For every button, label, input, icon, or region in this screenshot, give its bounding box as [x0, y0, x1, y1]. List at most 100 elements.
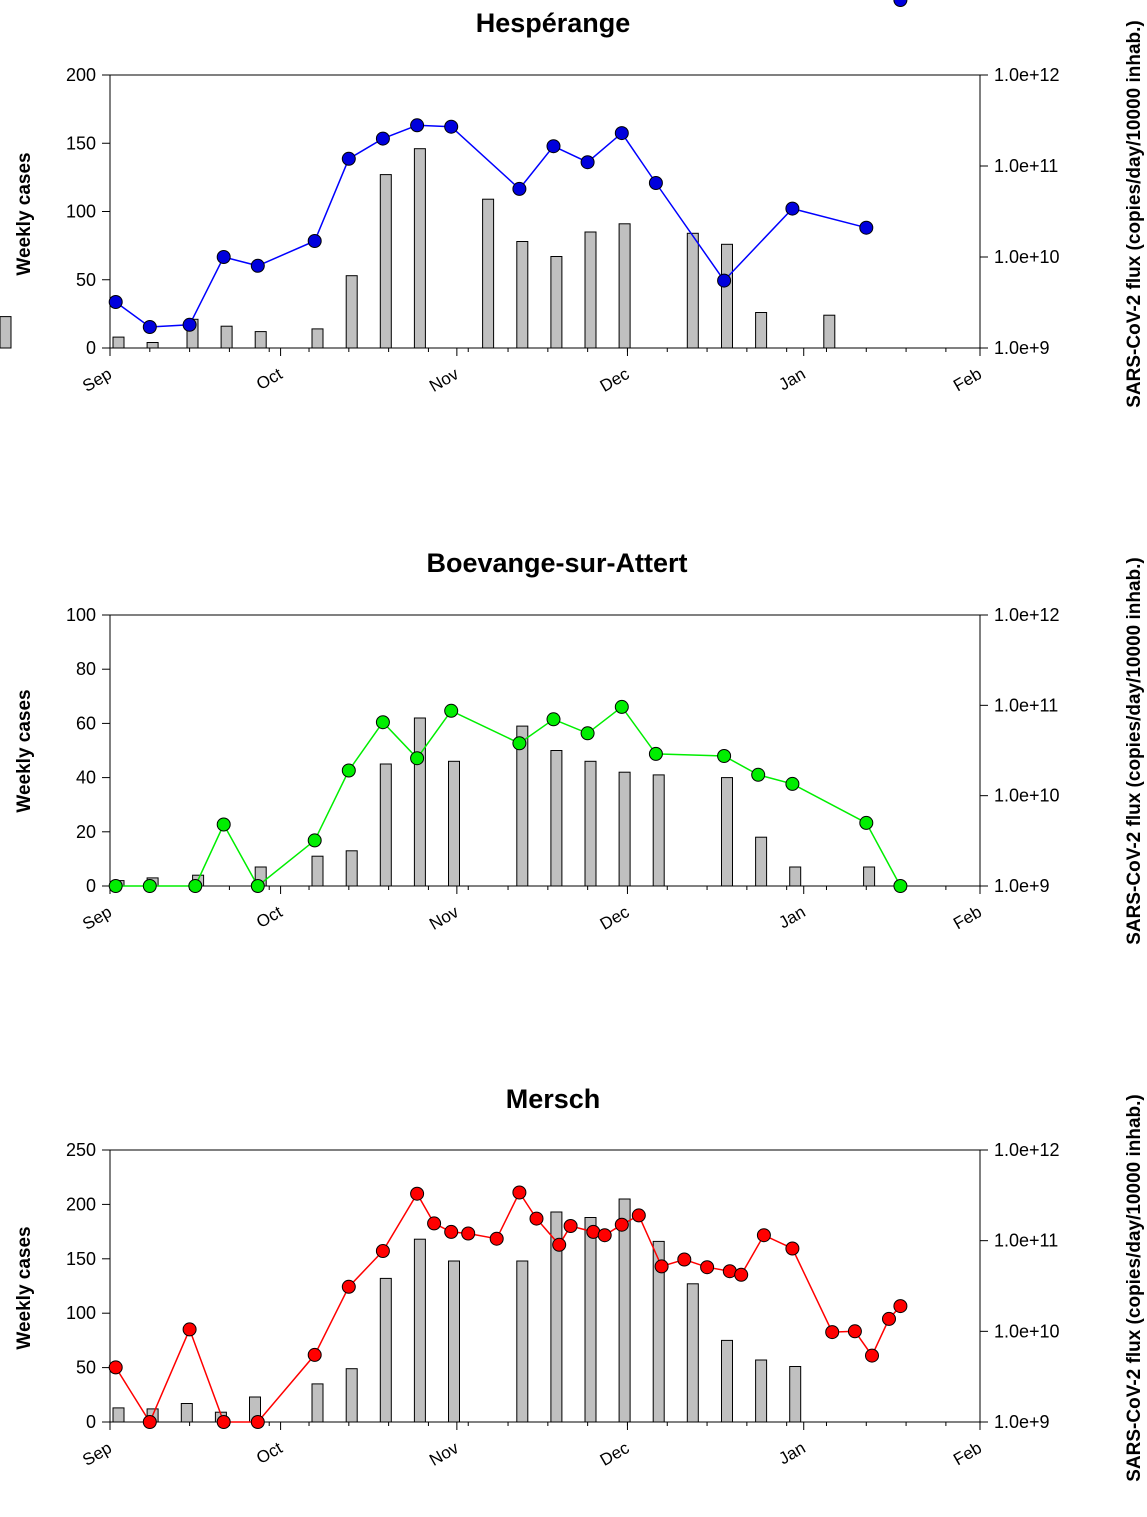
flux-point: [461, 1226, 476, 1241]
flux-point: [734, 1267, 749, 1282]
x-tick-label: Oct: [253, 1438, 286, 1468]
flux-point: [427, 1216, 442, 1231]
flux-point: [341, 763, 356, 778]
flux-point: [341, 1279, 356, 1294]
flux-point: [785, 1241, 800, 1256]
flux-point: [444, 1224, 459, 1239]
flux-point: [893, 0, 908, 7]
flux-point: [250, 879, 265, 893]
weekly-cases-bar: [345, 275, 358, 349]
x-tick-label: Oct: [253, 902, 286, 932]
left-tick-label: 50: [76, 270, 96, 290]
flux-point: [489, 1231, 504, 1246]
flux-point: [410, 751, 425, 766]
flux-series-line: [115, 705, 902, 888]
flux-point: [563, 1219, 578, 1233]
weekly-cases-bar: [345, 1368, 358, 1423]
flux-point: [859, 220, 874, 235]
right-axis-label: SARS-CoV-2 flux (copies/day/10000 inhab.…: [1124, 557, 1145, 945]
right-tick-label: 1.0e+11: [994, 156, 1058, 176]
flux-point: [250, 1415, 265, 1429]
flux-point: [307, 833, 322, 848]
flux-point: [648, 746, 663, 761]
x-tick-label: Sep: [79, 902, 115, 934]
flux-point: [648, 176, 663, 190]
weekly-cases-bar: [379, 763, 392, 887]
left-axis-label: Weekly cases: [14, 689, 35, 812]
weekly-cases-bar: [345, 850, 358, 887]
x-tick-label: Jan: [775, 1438, 808, 1468]
weekly-cases-bar: [180, 1403, 193, 1423]
weekly-cases-bar: [823, 314, 836, 349]
right-tick-label: 1.0e+10: [994, 1321, 1060, 1341]
weekly-cases-bar: [618, 1198, 631, 1423]
x-tick-label: Sep: [79, 1438, 115, 1470]
flux-point: [307, 234, 322, 248]
flux-point: [865, 1348, 879, 1363]
weekly-cases-bar: [516, 241, 529, 349]
chart-title: Boevange-sur-Attert: [426, 548, 687, 578]
flux-point: [631, 1208, 646, 1223]
weekly-cases-bar: [721, 1339, 733, 1423]
weekly-cases-bar: [863, 866, 876, 887]
left-tick-label: 40: [76, 768, 96, 788]
left-tick-label: 200: [66, 1194, 96, 1214]
flux-point: [717, 273, 732, 288]
flux-point: [410, 1186, 425, 1201]
flux-point: [546, 139, 561, 154]
flux-point: [216, 817, 231, 832]
flux-series-line: [110, 1190, 901, 1424]
right-axis-label: SARS-CoV-2 flux (copies/day/10000 inhab.…: [1124, 1094, 1145, 1482]
left-tick-label: 20: [76, 822, 96, 842]
weekly-cases-bar: [311, 328, 324, 349]
left-tick-label: 100: [66, 605, 96, 625]
weekly-cases-bar: [789, 866, 802, 887]
flux-point: [597, 1228, 612, 1243]
weekly-cases-bar: [584, 231, 597, 349]
flux-point: [341, 151, 356, 166]
flux-point: [512, 181, 527, 196]
weekly-cases-bar: [618, 771, 631, 887]
flux-point: [216, 1415, 231, 1429]
left-tick-label: 0: [86, 1412, 96, 1432]
flux-point: [893, 1299, 908, 1314]
weekly-cases-bar: [0, 316, 12, 349]
weekly-cases-bar: [755, 1359, 768, 1423]
flux-point: [142, 879, 157, 893]
right-axis-label: SARS-CoV-2 flux (copies/day/10000 inhab.…: [1124, 20, 1145, 408]
x-tick-label: Jan: [775, 364, 808, 394]
flux-point: [444, 119, 459, 134]
flux-point: [250, 258, 265, 273]
weekly-cases-bar: [413, 1238, 426, 1423]
left-tick-label: 50: [76, 1358, 96, 1378]
x-tick-label: Feb: [950, 364, 985, 395]
flux-point: [756, 1228, 771, 1243]
weekly-cases-bar: [254, 331, 267, 349]
weekly-cases-bar: [721, 243, 733, 349]
weekly-cases-bar: [379, 174, 392, 349]
panel-boevange: Boevange-sur-Attert Weekly cases SARS-Co…: [14, 548, 1145, 945]
x-tick-label: Oct: [253, 364, 286, 394]
flux-point: [142, 1415, 157, 1429]
flux-point: [847, 1324, 862, 1339]
flux-point: [654, 1259, 669, 1274]
weekly-cases-bar: [413, 717, 426, 887]
flux-point: [410, 118, 425, 133]
weekly-cases-bar: [755, 836, 768, 887]
weekly-cases-bar: [112, 336, 125, 349]
flux-point: [307, 1347, 322, 1362]
flux-point: [108, 879, 123, 893]
right-tick-label: 1.0e+12: [994, 65, 1060, 85]
flux-point: [142, 320, 157, 334]
flux-point: [529, 1211, 544, 1226]
x-tick-label: Nov: [426, 902, 462, 934]
panel-mersch: Mersch Weekly cases SARS-CoV-2 flux (cop…: [14, 1084, 1145, 1482]
flux-point: [375, 715, 390, 730]
weekly-cases-bar: [379, 1277, 392, 1423]
flux-point: [375, 1244, 390, 1258]
weekly-cases-bar: [516, 1260, 529, 1423]
left-axis-label: Weekly cases: [14, 1226, 35, 1349]
weekly-cases-bar: [448, 760, 460, 887]
left-tick-label: 100: [66, 1303, 96, 1323]
flux-point: [717, 749, 732, 763]
